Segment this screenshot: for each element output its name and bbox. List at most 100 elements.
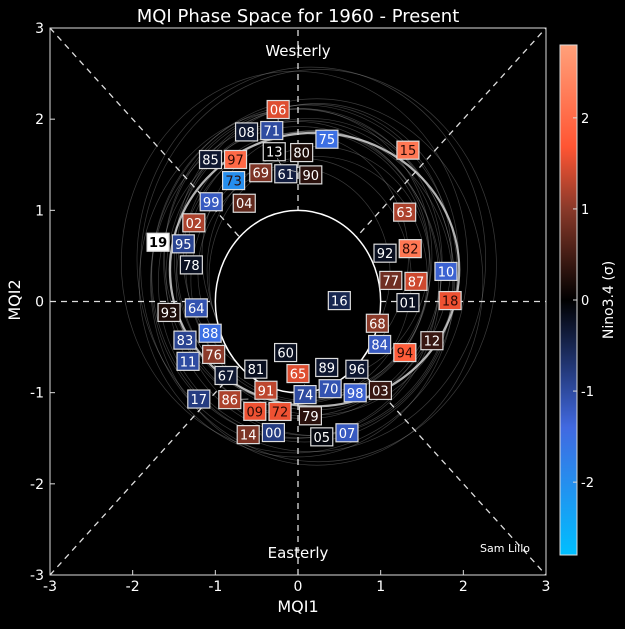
year-marker: 78 (180, 256, 202, 274)
year-marker: 75 (316, 130, 338, 148)
year-marker-label: 78 (183, 259, 200, 274)
year-marker-label: 05 (313, 431, 330, 446)
year-marker-label: 13 (266, 146, 283, 161)
year-marker: 18 (439, 292, 461, 310)
year-marker: 60 (275, 344, 297, 362)
year-marker: 02 (183, 214, 205, 232)
year-marker-label: 91 (258, 384, 275, 399)
year-marker-label: 00 (265, 427, 282, 442)
year-marker: 97 (225, 151, 247, 169)
year-marker-label: 16 (331, 295, 348, 310)
year-marker-label: 96 (349, 363, 366, 378)
year-marker: 89 (316, 358, 338, 376)
y-tick-label: 2 (35, 112, 44, 128)
label-westerly: Westerly (265, 42, 330, 60)
x-tick-label: 1 (376, 579, 385, 595)
year-marker: 63 (394, 203, 416, 221)
year-marker-label: 75 (319, 133, 336, 148)
year-marker-label: 69 (252, 167, 269, 182)
year-marker: 70 (319, 380, 341, 398)
year-marker-label: 04 (236, 197, 253, 212)
year-marker-label: 87 (408, 275, 425, 290)
year-marker-label: 98 (347, 387, 364, 402)
year-marker: 84 (369, 335, 391, 353)
year-marker: 82 (399, 240, 421, 258)
year-marker: 09 (244, 402, 266, 420)
year-marker-label: 93 (161, 306, 178, 321)
year-marker: 91 (255, 381, 277, 399)
year-marker: 13 (263, 143, 285, 161)
year-marker-label: 85 (202, 154, 219, 169)
year-marker: 68 (366, 314, 388, 332)
colorbar-tick-label: 2 (581, 112, 589, 127)
x-tick-label: -1 (208, 579, 222, 595)
year-marker: 81 (245, 360, 267, 379)
x-tick-label: 2 (459, 579, 468, 595)
year-marker-label: 63 (396, 206, 413, 221)
y-tick-label: 1 (35, 203, 44, 219)
year-marker-label: 71 (263, 125, 280, 140)
year-marker: 77 (380, 271, 402, 289)
year-marker-label: 72 (272, 405, 289, 420)
year-marker-label: 70 (322, 383, 339, 398)
year-marker: 69 (250, 164, 272, 182)
year-marker-label: 18 (442, 295, 459, 310)
year-marker-label: 73 (225, 175, 242, 190)
year-marker: 79 (299, 407, 321, 425)
year-marker: 10 (435, 262, 457, 280)
label-easterly: Easterly (268, 544, 329, 562)
year-marker-label: 83 (177, 334, 194, 349)
y-tick-label: -1 (30, 386, 44, 402)
year-marker-label: 89 (318, 361, 335, 376)
year-marker-label: 19 (149, 236, 167, 251)
year-marker-label: 06 (270, 104, 287, 119)
year-marker-label: 79 (302, 410, 319, 425)
x-tick-label: -2 (126, 579, 140, 595)
y-axis-label: MQI2 (5, 279, 24, 320)
year-marker: 05 (311, 428, 333, 446)
colorbar-tick-label: 1 (581, 203, 589, 218)
year-marker: 93 (158, 303, 180, 321)
year-marker: 11 (177, 352, 199, 370)
year-marker: 17 (188, 390, 210, 408)
y-tick-label: 0 (35, 295, 44, 311)
year-marker-label: 81 (248, 363, 265, 378)
year-marker-label: 84 (371, 338, 388, 353)
year-marker: 92 (374, 244, 396, 262)
x-tick-label: 0 (294, 579, 303, 595)
year-marker: 16 (328, 292, 350, 310)
year-marker-label: 92 (377, 247, 394, 262)
year-marker: 12 (421, 332, 443, 350)
year-marker: 76 (203, 345, 225, 363)
year-marker: 98 (344, 384, 366, 402)
year-marker: 71 (261, 122, 283, 140)
year-marker: 73 (223, 172, 245, 190)
year-marker: 15 (397, 141, 419, 159)
credit-text: Sam Lillo (480, 542, 530, 555)
year-marker-label: 61 (278, 168, 295, 183)
colorbar-tick-label: -1 (581, 385, 594, 400)
colorbar-tick-label: 0 (581, 294, 589, 309)
year-marker-label: 10 (438, 265, 455, 280)
year-marker: 72 (268, 402, 291, 420)
y-tick-label: -2 (30, 477, 44, 493)
year-marker-label: 97 (227, 154, 244, 169)
year-marker: 87 (405, 272, 427, 290)
year-marker: 96 (346, 360, 368, 381)
year-marker: 65 (287, 365, 309, 383)
year-marker-label: 80 (293, 147, 310, 162)
year-marker-label: 77 (383, 274, 400, 289)
year-marker: 19 (147, 233, 169, 251)
year-marker-label: 76 (205, 348, 222, 363)
year-marker: 07 (336, 424, 358, 442)
year-marker: 00 (262, 424, 284, 442)
year-marker: 67 (215, 366, 237, 384)
year-marker-label: 17 (191, 393, 208, 408)
year-marker: 83 (174, 331, 196, 349)
y-tick-label: 3 (35, 21, 44, 37)
year-marker-label: 82 (402, 243, 419, 258)
year-marker-label: 64 (188, 302, 205, 317)
year-marker: 04 (233, 194, 255, 212)
year-marker: 95 (172, 235, 194, 253)
